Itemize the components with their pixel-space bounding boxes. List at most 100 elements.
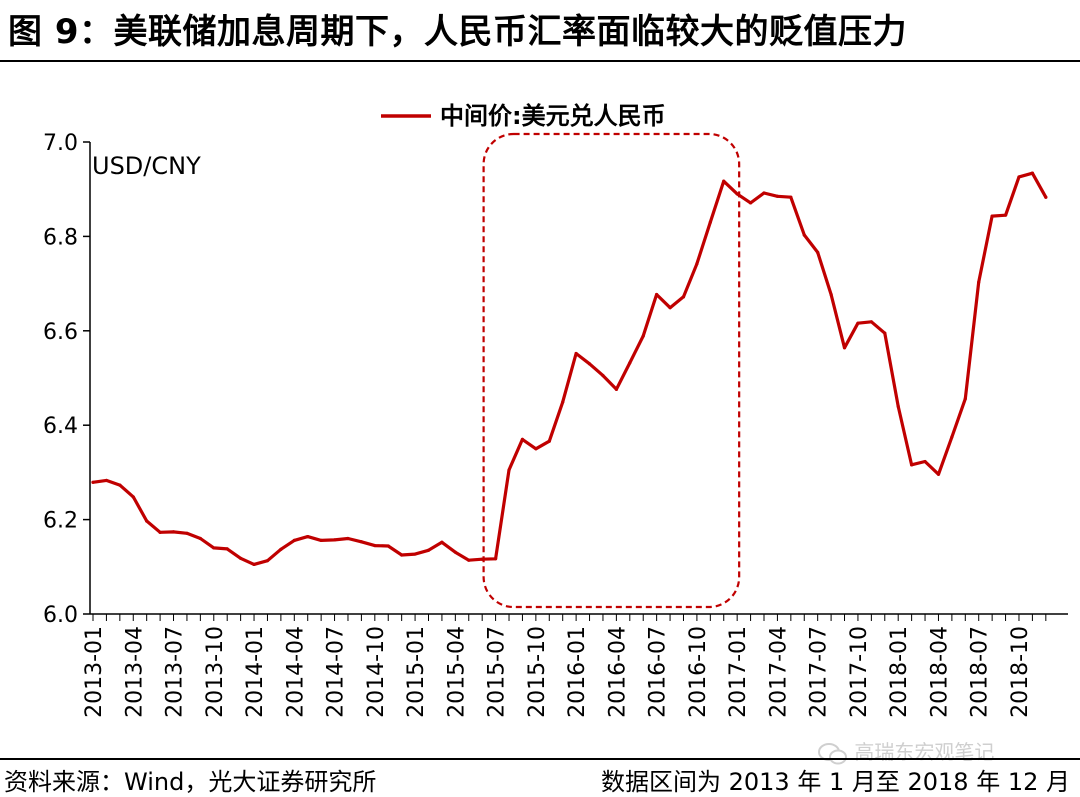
data-point [507,468,511,472]
y-tick-label: 6.8 [43,225,78,250]
data-point [789,195,793,199]
data-point [856,321,860,325]
data-point [158,530,162,534]
data-point [413,552,417,556]
source-note: 资料来源：Wind，光大证券研究所 [4,768,377,796]
data-point [145,519,149,523]
data-point [614,387,618,391]
data-point [816,250,820,255]
data-point [306,534,310,539]
y-tick-label: 6.6 [43,320,78,345]
x-tick-label: 2013-01 [82,626,107,718]
data-point [628,361,632,365]
x-tick-label: 2017-01 [726,626,751,718]
data-point [373,543,377,548]
x-tick-label: 2016-04 [605,626,630,718]
data-point [775,194,780,198]
data-point [547,439,551,443]
x-tick-label: 2015-10 [525,626,550,718]
y-tick-label: 6.4 [43,414,78,439]
x-tick-label: 2014-10 [364,626,389,718]
data-point [936,472,941,476]
x-tick-label: 2014-07 [324,626,349,718]
data-point [748,201,753,205]
x-tick-label: 2013-04 [122,626,147,718]
data-point [735,192,739,196]
y-tick-label: 6.0 [43,603,78,628]
data-point [977,280,981,284]
data-point [1030,171,1034,175]
x-tick-label: 2014-01 [243,626,268,718]
data-point [400,553,404,557]
data-point [896,404,900,408]
data-point [695,262,699,266]
data-point [1044,195,1048,199]
data-point [265,559,270,563]
data-point [963,397,967,401]
data-point [319,538,323,542]
footer-divider [0,758,1080,760]
data-point [708,220,712,224]
x-tick-label: 2013-07 [163,626,188,718]
data-point [104,478,109,483]
data-point [91,480,95,484]
data-point [561,400,565,404]
y-tick-label: 7.0 [43,131,78,156]
data-point [453,550,457,554]
data-point [292,538,296,542]
data-point [332,538,337,542]
data-point [950,435,954,439]
x-tick-label: 2014-04 [283,626,308,718]
data-point [131,495,135,499]
legend-label: 中间价:美元兑人民币 [440,102,666,130]
data-point [641,334,645,338]
x-tick-label: 2018-07 [968,626,993,718]
x-tick-label: 2017-10 [847,626,872,718]
data-point [574,351,578,356]
data-point [883,331,887,335]
data-point [910,463,914,467]
data-point [118,483,122,487]
data-point [869,320,873,324]
x-tick-label: 2015-07 [485,626,510,718]
data-point [802,233,806,237]
data-point [762,191,766,195]
data-point [225,547,229,551]
x-tick-label: 2018-04 [927,626,952,718]
data-point [252,562,256,567]
x-tick-label: 2018-01 [887,626,912,718]
data-point [279,547,283,551]
data-point [198,536,202,541]
data-point [239,556,243,560]
title-divider [0,60,1080,62]
x-tick-label: 2018-10 [1008,626,1033,718]
x-tick-label: 2015-04 [444,626,469,718]
data-point [359,540,363,544]
x-tick-label: 2013-10 [203,626,228,718]
data-point [587,362,592,366]
data-point [601,374,605,378]
data-point [185,531,189,535]
data-point [722,179,726,183]
data-point [681,295,686,299]
x-tick-label: 2016-01 [565,626,590,718]
x-tick-label: 2015-01 [404,626,429,718]
x-tick-label: 2016-07 [646,626,671,718]
x-tick-label: 2016-10 [686,626,711,718]
data-point [842,346,847,350]
data-point [990,214,994,218]
data-point [923,459,927,464]
data-range-note: 数据区间为 2013 年 1 月至 2018 年 12 月 [601,768,1070,796]
data-point [520,437,525,441]
data-point [494,557,498,561]
data-point [467,558,471,562]
x-tick-label: 2017-04 [766,626,791,718]
data-point [480,557,484,561]
series-line [91,171,1048,567]
data-point [426,548,431,552]
watermark-text: 高瑞东宏观笔记 [854,740,995,764]
data-point [655,292,659,297]
data-point [171,530,176,534]
data-point [1017,175,1021,179]
